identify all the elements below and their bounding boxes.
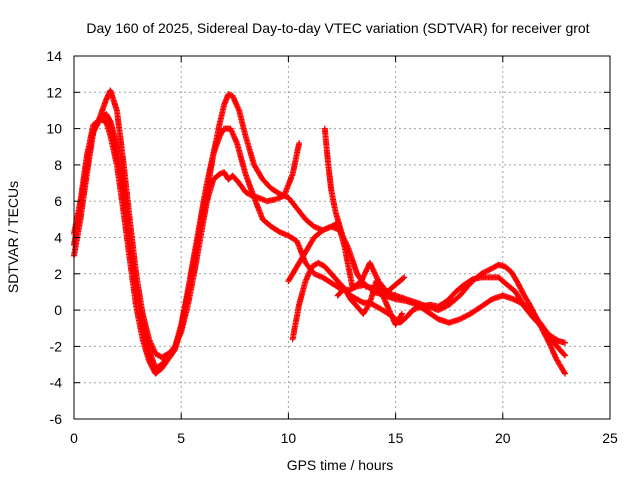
- data-point: [561, 369, 568, 376]
- y-tick-label: -4: [50, 375, 63, 391]
- x-tick-label: 0: [70, 430, 78, 446]
- y-tick-label: 4: [54, 230, 62, 246]
- x-axis-label: GPS time / hours: [287, 457, 394, 473]
- y-tick-label: 2: [54, 266, 62, 282]
- x-tick-label: 25: [602, 430, 618, 446]
- series-track-7: [334, 278, 405, 328]
- data-point: [399, 310, 405, 317]
- y-tick-label: 8: [54, 157, 62, 173]
- x-tick-label: 15: [388, 430, 404, 446]
- y-tick-label: 6: [54, 193, 62, 209]
- data-point: [400, 275, 407, 282]
- data-point: [562, 352, 568, 359]
- y-tick-label: 14: [46, 48, 62, 64]
- x-tick-label: 20: [495, 430, 511, 446]
- data-point: [459, 314, 466, 321]
- series-track-6: [285, 220, 408, 295]
- data-point: [486, 266, 493, 273]
- y-tick-label: -2: [50, 338, 63, 354]
- y-tick-labels: -6 -4 -2 0 2 4 6 8 10 12 14: [46, 48, 62, 427]
- data-point: [296, 140, 303, 147]
- y-tick-label: -6: [50, 411, 63, 427]
- data-point: [562, 339, 568, 346]
- data-point: [106, 117, 113, 124]
- series-track-1: [71, 111, 303, 372]
- x-tick-labels: 0 5 10 15 20 25: [70, 430, 618, 446]
- data-point: [275, 190, 282, 197]
- x-tick-label: 10: [281, 430, 297, 446]
- y-tick-label: 0: [54, 302, 62, 318]
- y-tick-label: 12: [46, 84, 62, 100]
- y-tick-label: 10: [46, 121, 62, 137]
- series-track-5: [321, 125, 345, 237]
- chart-title: Day 160 of 2025, Sidereal Day-to-day VTE…: [86, 20, 589, 36]
- y-axis-label: SDTVAR / TECUs: [5, 181, 21, 293]
- x-tick-label: 5: [177, 430, 185, 446]
- axis-ticks: [73, 55, 611, 420]
- data-point: [562, 370, 568, 377]
- data-point: [401, 274, 408, 281]
- data-point: [561, 351, 568, 358]
- data-points: [71, 87, 568, 377]
